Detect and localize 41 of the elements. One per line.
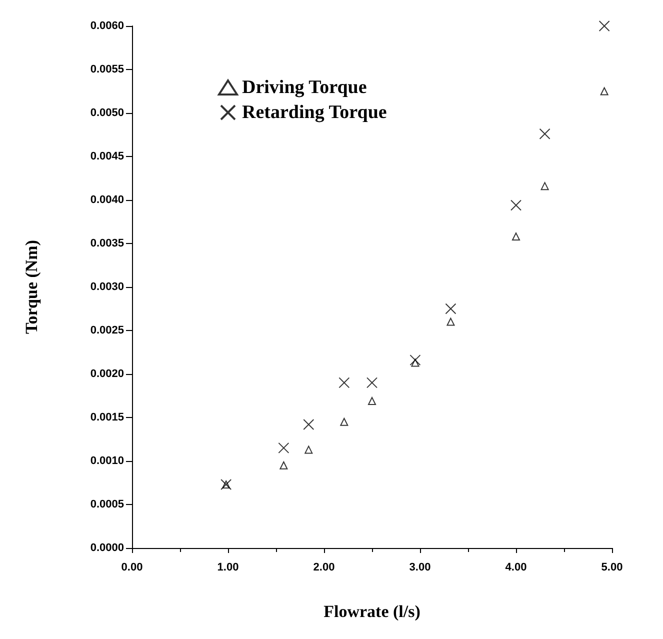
point bbox=[510, 200, 522, 211]
y-tick-label: 0.0020 bbox=[90, 368, 124, 380]
x-tick-label: 2.00 bbox=[313, 562, 335, 574]
point bbox=[598, 20, 610, 32]
y-tick-label: 0.0040 bbox=[90, 194, 124, 206]
point bbox=[411, 358, 420, 367]
x-tick-label: 0.00 bbox=[121, 562, 143, 574]
y-tick-label: 0.0005 bbox=[90, 498, 124, 510]
point bbox=[278, 442, 290, 454]
y-tick-label: 0.0055 bbox=[90, 64, 124, 76]
point bbox=[600, 87, 608, 96]
legend-label: Retarding Torque bbox=[242, 102, 387, 123]
y-tick-label: 0.0035 bbox=[90, 238, 124, 250]
point bbox=[540, 182, 549, 190]
y-tick-label: 0.0030 bbox=[90, 281, 124, 293]
point bbox=[338, 377, 350, 388]
y-tick-label: 0.0050 bbox=[90, 107, 124, 119]
y-tick-label: 0.0010 bbox=[90, 455, 124, 467]
point bbox=[368, 396, 376, 405]
point bbox=[512, 232, 520, 241]
y-tick-label: 0.0060 bbox=[90, 20, 124, 32]
x-axis-title: Flowrate (l/s) bbox=[324, 602, 420, 621]
point bbox=[366, 377, 378, 388]
y-tick-label: 0.0000 bbox=[90, 542, 124, 554]
legend-label: Driving Torque bbox=[242, 77, 367, 98]
point bbox=[340, 418, 348, 426]
y-tick-label: 0.0025 bbox=[90, 324, 124, 336]
point bbox=[445, 303, 456, 314]
y-tick-label: 0.0045 bbox=[90, 150, 124, 162]
y-tick-label: 0.0015 bbox=[90, 412, 124, 424]
y-axis-title: Torque (Nm) bbox=[22, 240, 41, 334]
point bbox=[304, 446, 313, 454]
point bbox=[410, 354, 421, 366]
point bbox=[280, 461, 288, 470]
point bbox=[539, 128, 550, 140]
x-tick-label: 3.00 bbox=[409, 562, 431, 574]
x-tick-label: 5.00 bbox=[601, 562, 623, 574]
x-tick-label: 1.00 bbox=[217, 562, 239, 574]
point bbox=[446, 318, 455, 326]
x-tick-label: 4.00 bbox=[505, 562, 527, 574]
point bbox=[303, 418, 314, 430]
